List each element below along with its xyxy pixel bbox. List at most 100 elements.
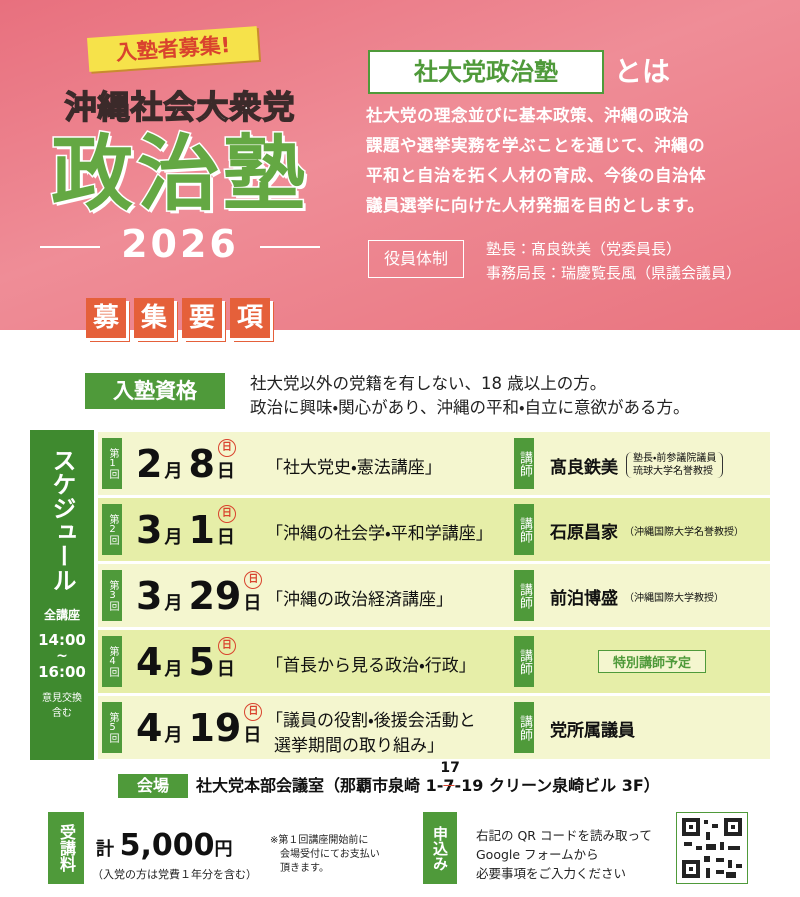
- day-unit-text: 日: [216, 527, 235, 548]
- weekday: 日: [244, 703, 263, 721]
- fee: 計 5,000円: [96, 828, 232, 863]
- weekday: 日: [217, 505, 236, 523]
- divider: [40, 246, 100, 248]
- month-unit: 月: [164, 527, 183, 548]
- section-tile: 集: [134, 298, 174, 338]
- apply-label: 申込み: [423, 812, 457, 884]
- apply-line: Google フォームから: [476, 847, 599, 862]
- schedule-row: 第3回 3 月 29 日日「沖縄の政治経済講座」 講師 前泊博盛 （沖縄国際大学教授）: [98, 564, 770, 627]
- schedule-tilde: ~: [56, 648, 68, 664]
- venue-correction: 17: [440, 760, 460, 776]
- month: 3: [136, 508, 163, 552]
- date: 3 月 29 日日: [136, 571, 267, 622]
- lecturer-note-line: （沖縄国際大学名誉教授）: [624, 527, 744, 538]
- course-title-line: 「議員の役割・後援会活動と: [266, 711, 476, 731]
- day-unit-text: 日: [216, 461, 235, 482]
- lecturer-note-line: 琉球大学名誉教授: [633, 466, 713, 477]
- lecturer: 髙良鉄美 塾長・前参議院議員 琉球大学名誉教授: [550, 452, 724, 478]
- schedule-row: 第5回 4 月 19 日日「議員の役割・後援会活動と 選挙期間の取り組み」 講師 党所属議員: [98, 696, 770, 759]
- officers-label: 役員体制: [368, 240, 464, 278]
- fee-amount: 5,000: [119, 828, 215, 863]
- lecturer-note: （沖縄国際大学教授）: [624, 589, 724, 604]
- apply-line: 必要事項をご入力ください: [476, 866, 627, 881]
- day: 8: [188, 442, 215, 486]
- lecturer-label: 講師: [514, 438, 534, 489]
- qr-code[interactable]: [676, 812, 748, 884]
- about-text: 社大党の理念並びに基本政策、沖縄の政治: [366, 106, 689, 125]
- month: 2: [136, 442, 163, 486]
- fee-note: （入党の方は党費１年分を含む）: [92, 868, 257, 881]
- course-title-line: 「沖縄の政治経済講座」: [266, 590, 453, 610]
- venue-label: 会場: [118, 774, 188, 798]
- course-title: 「議員の役割・後援会活動と選挙期間の取り組み」: [266, 706, 476, 756]
- about-heading: 社大党政治塾: [368, 50, 604, 94]
- venue: 社大党本部会議室（那覇市泉崎 1-7 17 -19 クリーン泉崎ビル 3F）: [196, 760, 660, 798]
- schedule-banner: スケジュール 全講座 14:00 ~ 16:00 意見交換 含む: [30, 430, 94, 760]
- date: 4 月 19 日日: [136, 703, 267, 754]
- month-unit: 月: [164, 461, 183, 482]
- lecturer-name: 特別講師予定: [613, 656, 692, 671]
- section-tile: 募: [86, 298, 126, 338]
- section-tile: 要: [182, 298, 222, 338]
- lecturer-name: 前泊博盛: [550, 589, 618, 609]
- eligibility-label: 入塾資格: [85, 373, 225, 409]
- month: 3: [136, 574, 163, 618]
- course-title: 「沖縄の政治経済講座」: [266, 585, 453, 610]
- day-unit-text: 日: [243, 725, 262, 746]
- payment-line: 会場受付にてお支払い: [280, 849, 380, 860]
- venue-text: 社大党本部会議室（那覇市泉崎 1-: [196, 776, 444, 795]
- course-title-line: 「沖縄の社会学・平和学講座」: [266, 524, 493, 544]
- lecturer-note: 塾長・前参議院議員 琉球大学名誉教授: [626, 452, 724, 478]
- party-name: 沖縄社会大衆党: [64, 87, 296, 127]
- officer: 塾長：髙良鉄美（党委員長）: [486, 240, 682, 258]
- day: 29: [188, 574, 242, 618]
- lecturer-name: 党所属議員: [550, 721, 635, 741]
- schedule-row: 第1回 2 月 8 日日「社大党史・憲法講座」 講師 髙良鉄美 塾長・前参議院議員 琉球大学名誉…: [98, 432, 770, 495]
- lecturer: 前泊博盛 （沖縄国際大学教授）: [550, 584, 724, 609]
- payment-line: 頂きます。: [280, 863, 329, 874]
- course-title: 「沖縄の社会学・平和学講座」: [266, 519, 493, 544]
- month: 4: [136, 640, 163, 684]
- day-unit: 日日: [243, 703, 263, 747]
- course-title-line: 「首長から見る政治・行政」: [266, 656, 476, 676]
- fee-unit: 円: [214, 839, 233, 860]
- venue-struck-text: 7: [443, 776, 455, 795]
- course-title-line: 「社大党史・憲法講座」: [266, 458, 442, 478]
- officer: 事務局長：瑞慶覧長風（県議会議員）: [486, 264, 742, 282]
- venue-struck: 7 17: [440, 760, 459, 795]
- schedule-note: 含む: [52, 708, 72, 719]
- day-unit: 日日: [243, 571, 263, 615]
- day: 5: [188, 640, 215, 684]
- weekday: 日: [217, 637, 236, 655]
- schedule-all: 全講座: [43, 608, 80, 622]
- lecturer-label: 講師: [514, 702, 534, 753]
- about-text: 平和と自治を拓く人材の育成、今後の自治体: [366, 166, 706, 185]
- day-unit: 日日: [217, 637, 236, 681]
- lecturer-note: （沖縄国際大学名誉教授）: [624, 523, 744, 538]
- about-text: 議員選挙に向けた人材発掘を目的とします。: [366, 196, 705, 215]
- lecturer-label: 講師: [514, 570, 534, 621]
- schedule-row: 第2回 3 月 1 日日「沖縄の社会学・平和学講座」 講師 石原昌家 （沖縄国際大学名誉教授）: [98, 498, 770, 561]
- section-tile: 項: [230, 298, 270, 338]
- course-title-line: 選挙期間の取り組み」: [274, 736, 444, 756]
- divider: [260, 246, 320, 248]
- session: 第1回: [102, 438, 122, 489]
- lecturer-note-line: （沖縄国際大学教授）: [624, 593, 724, 604]
- schedule-label: スケジュール: [48, 448, 76, 592]
- lecturer-label: 講師: [514, 636, 534, 687]
- session: 第3回: [102, 570, 122, 621]
- fee-label: 受講料: [48, 812, 84, 884]
- month: 4: [136, 706, 163, 750]
- weekday: 日: [217, 439, 236, 457]
- venue-text: -19 クリーン泉崎ビル 3F）: [454, 776, 660, 795]
- schedule-end: 16:00: [38, 663, 86, 681]
- lecturer-name: 石原昌家: [550, 523, 618, 543]
- eligibility-text: 政治に興味・関心があり、沖縄の平和・自立に意欲がある方。: [250, 398, 690, 417]
- day-unit: 日日: [216, 439, 236, 483]
- year: 2026: [121, 222, 239, 266]
- session: 第2回: [102, 504, 122, 555]
- day: 1: [188, 508, 215, 552]
